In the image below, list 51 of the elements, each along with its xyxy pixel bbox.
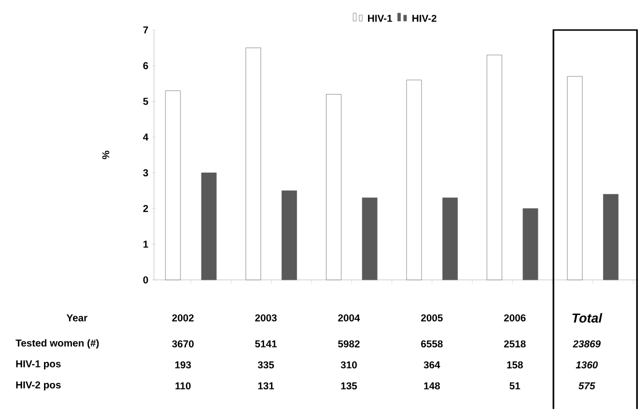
bar xyxy=(326,94,342,280)
text: 5141 xyxy=(255,340,277,348)
text: 2518 xyxy=(504,340,526,348)
text: 193 xyxy=(175,361,191,368)
text: 3670 xyxy=(172,340,194,348)
text: Tested women (#) xyxy=(16,339,99,349)
text: 310 xyxy=(340,361,357,368)
bar xyxy=(486,54,502,280)
y-tick-label: 6 xyxy=(143,62,148,70)
text: 158 xyxy=(507,361,523,368)
bar xyxy=(567,76,583,280)
text: HIV-1 pos xyxy=(16,360,61,370)
text: 135 xyxy=(341,382,357,390)
x-tick-label: 2004 xyxy=(338,314,360,322)
bar xyxy=(406,80,422,280)
y-tick-label: 4 xyxy=(143,134,148,141)
y-tick-label: 7 xyxy=(143,26,148,34)
bar xyxy=(246,48,262,280)
x-tick-label: 2003 xyxy=(255,314,277,322)
text: 575 xyxy=(578,382,596,390)
text: 110 xyxy=(176,382,191,390)
x-tick-label: Total xyxy=(572,313,602,323)
text: HIV-2 pos xyxy=(16,381,61,390)
y-tick-label: 1 xyxy=(143,240,148,248)
text: 1360 xyxy=(576,361,598,368)
text: 23869 xyxy=(572,340,601,348)
y-tick-label: 2 xyxy=(143,205,148,212)
bar xyxy=(522,208,538,280)
legend-label: HIV-2 xyxy=(412,14,436,22)
bar xyxy=(282,190,298,280)
y-tick-label: 0 xyxy=(143,276,148,284)
text: 6558 xyxy=(421,340,443,348)
y-tick-label: 3 xyxy=(143,169,148,176)
text: 335 xyxy=(258,361,274,368)
y-axis-title: % xyxy=(102,150,110,160)
x-tick-label: 2002 xyxy=(172,314,194,322)
text: 148 xyxy=(424,382,440,390)
text: 364 xyxy=(424,361,440,368)
bar xyxy=(201,172,217,280)
text: 51 xyxy=(510,382,520,390)
bar xyxy=(442,198,458,280)
y-tick-label: 5 xyxy=(143,98,148,105)
bar xyxy=(603,194,618,280)
legend-label: HIV-1 xyxy=(368,14,392,22)
text: 5982 xyxy=(338,340,360,348)
bar xyxy=(165,90,181,280)
bar xyxy=(362,198,378,280)
x-tick-label: 2005 xyxy=(421,314,443,322)
x-tick-label: 2006 xyxy=(504,314,526,322)
text: 131 xyxy=(258,382,274,390)
text: Year xyxy=(66,314,88,322)
